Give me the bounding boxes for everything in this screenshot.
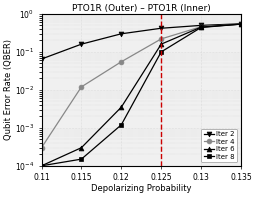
- Iter 4: [160, 38, 163, 40]
- Y-axis label: Qubit Error Rate (QBER): Qubit Error Rate (QBER): [4, 39, 13, 140]
- X-axis label: Depolarizing Probability: Depolarizing Probability: [91, 184, 191, 193]
- Iter 2: [40, 58, 43, 60]
- Iter 6: [160, 43, 163, 45]
- Legend: Iter 2, Iter 4, Iter 6, Iter 8: Iter 2, Iter 4, Iter 6, Iter 8: [201, 129, 238, 162]
- Iter 8: [80, 158, 83, 160]
- Iter 6: [239, 23, 242, 25]
- Iter 6: [120, 106, 123, 108]
- Iter 4: [199, 26, 202, 28]
- Iter 8: [160, 51, 163, 53]
- Iter 4: [40, 147, 43, 149]
- Iter 2: [199, 24, 202, 27]
- Line: Iter 4: Iter 4: [39, 22, 243, 150]
- Line: Iter 2: Iter 2: [39, 21, 243, 61]
- Iter 2: [160, 27, 163, 29]
- Iter 8: [40, 165, 43, 167]
- Iter 6: [199, 26, 202, 28]
- Iter 2: [120, 33, 123, 35]
- Iter 8: [120, 124, 123, 126]
- Iter 2: [239, 23, 242, 25]
- Line: Iter 6: Iter 6: [39, 22, 243, 168]
- Iter 6: [80, 147, 83, 149]
- Iter 8: [199, 26, 202, 29]
- Line: Iter 8: Iter 8: [39, 22, 243, 168]
- Iter 6: [40, 165, 43, 167]
- Iter 2: [80, 43, 83, 45]
- Iter 4: [120, 61, 123, 63]
- Iter 8: [239, 23, 242, 25]
- Title: PTO1R (Outer) – PTO1R (Inner): PTO1R (Outer) – PTO1R (Inner): [72, 4, 211, 13]
- Iter 4: [239, 23, 242, 25]
- Iter 4: [80, 86, 83, 88]
